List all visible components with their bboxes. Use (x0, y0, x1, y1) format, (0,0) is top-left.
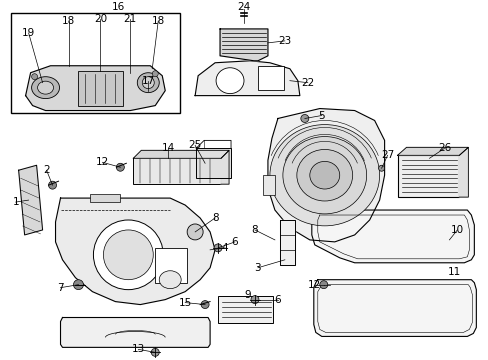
Circle shape (151, 348, 159, 356)
Ellipse shape (32, 77, 60, 99)
Polygon shape (279, 220, 294, 265)
Text: 8: 8 (251, 225, 258, 235)
Polygon shape (397, 147, 468, 155)
Text: 25: 25 (188, 140, 202, 150)
Bar (78, 71, 123, 105)
Ellipse shape (283, 136, 366, 214)
Text: 13: 13 (131, 345, 144, 354)
Text: 23: 23 (278, 36, 291, 46)
Circle shape (103, 230, 153, 280)
Text: 22: 22 (301, 78, 314, 88)
Bar (258, 66, 284, 90)
Bar (218, 296, 272, 324)
Ellipse shape (309, 161, 339, 189)
Bar (155, 248, 187, 283)
Text: 21: 21 (123, 14, 137, 24)
Text: 19: 19 (22, 28, 35, 38)
Text: 4: 4 (221, 243, 228, 253)
Polygon shape (458, 147, 468, 197)
Text: 3: 3 (254, 263, 261, 273)
Circle shape (187, 224, 203, 240)
Polygon shape (195, 61, 299, 96)
Text: 12: 12 (307, 280, 321, 290)
Text: 14: 14 (161, 143, 175, 153)
Polygon shape (133, 150, 228, 158)
Circle shape (152, 71, 158, 77)
Circle shape (93, 220, 163, 290)
Text: 12: 12 (96, 157, 109, 167)
Text: 10: 10 (450, 225, 463, 235)
Circle shape (214, 244, 222, 252)
Text: 24: 24 (237, 2, 250, 12)
Text: 11: 11 (447, 267, 460, 277)
Text: 26: 26 (437, 143, 450, 153)
Ellipse shape (269, 125, 379, 226)
Ellipse shape (38, 81, 53, 94)
Circle shape (48, 181, 57, 189)
Polygon shape (221, 150, 228, 184)
Bar (11, 13, 180, 113)
Polygon shape (313, 280, 475, 336)
Polygon shape (61, 318, 210, 347)
Text: 6: 6 (274, 294, 281, 305)
Bar (397, 155, 458, 197)
Circle shape (201, 301, 209, 309)
Circle shape (378, 165, 384, 171)
Text: 16: 16 (111, 2, 125, 12)
Circle shape (319, 281, 327, 289)
Text: 27: 27 (380, 150, 393, 160)
Text: 15: 15 (178, 298, 191, 307)
Text: 9: 9 (244, 290, 251, 300)
Bar (133, 158, 221, 184)
Polygon shape (267, 109, 384, 242)
Text: 18: 18 (62, 16, 75, 26)
Circle shape (250, 296, 259, 303)
Circle shape (300, 114, 308, 122)
Polygon shape (56, 198, 215, 305)
Polygon shape (19, 165, 42, 235)
Ellipse shape (137, 73, 159, 93)
Polygon shape (25, 66, 165, 111)
Circle shape (116, 163, 124, 171)
Bar (263, 175, 274, 195)
Circle shape (73, 280, 83, 290)
Ellipse shape (216, 68, 244, 94)
Text: 17: 17 (142, 76, 155, 86)
Text: 7: 7 (57, 283, 64, 293)
Text: 6: 6 (231, 237, 238, 247)
Ellipse shape (142, 77, 154, 89)
Text: 18: 18 (151, 16, 164, 26)
Polygon shape (311, 210, 473, 263)
Bar (196, 148, 230, 178)
Text: 2: 2 (43, 165, 50, 175)
Bar (90, 194, 120, 202)
Ellipse shape (296, 149, 352, 201)
Text: 8: 8 (211, 213, 218, 223)
Text: 5: 5 (318, 111, 325, 121)
Ellipse shape (159, 271, 181, 289)
Text: 1: 1 (12, 197, 19, 207)
Circle shape (32, 74, 38, 80)
Text: 20: 20 (94, 14, 107, 24)
Polygon shape (220, 29, 267, 61)
